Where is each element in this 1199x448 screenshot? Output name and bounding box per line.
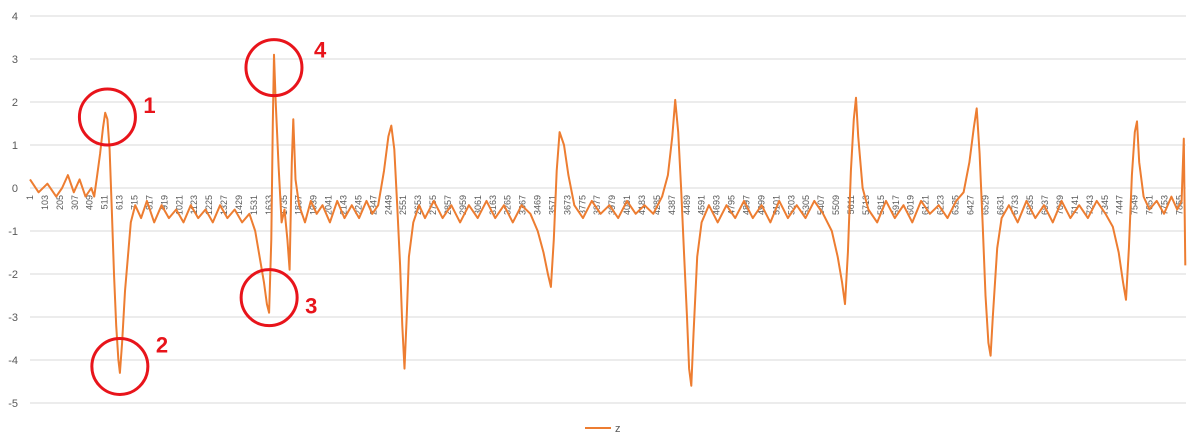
legend: z (585, 423, 621, 435)
x-tick-label: 6223 (936, 195, 946, 215)
x-tick-label: 2041 (324, 195, 334, 215)
x-tick-label: 4081 (622, 195, 632, 215)
x-tick-label: 1633 (264, 195, 274, 215)
x-tick-label: 6529 (980, 195, 990, 215)
x-tick-label: 1429 (234, 195, 244, 215)
x-tick-label: 5203 (786, 195, 796, 215)
annotations-layer: 1 2 3 4 (77, 38, 327, 396)
x-tick-label: 4591 (697, 195, 707, 215)
x-tick-label: 5713 (861, 195, 871, 215)
grid-lines (30, 15, 1186, 404)
y-axis-ticks: 4 3 2 1 0 -1 -2 -3 -4 -5 (8, 11, 18, 410)
x-tick-label: 4489 (682, 195, 692, 215)
annotation-circle (90, 336, 150, 396)
x-tick-label: 6733 (1010, 195, 1020, 215)
y-tick-label: -3 (8, 312, 18, 324)
x-tick-label: 919 (159, 195, 169, 210)
x-tick-label: 817 (144, 195, 154, 210)
x-tick-label: 7651 (1145, 195, 1155, 215)
x-tick-label: 4183 (637, 195, 647, 215)
x-tick-label: 1225 (204, 195, 214, 215)
y-tick-label: -4 (8, 355, 18, 367)
x-tick-label: 5305 (801, 195, 811, 215)
x-tick-label: 5509 (831, 195, 841, 215)
x-tick-label: 307 (70, 195, 80, 210)
x-tick-label: 3469 (533, 195, 543, 215)
x-tick-label: 4693 (712, 195, 722, 215)
x-tick-label: 2449 (383, 195, 393, 215)
x-tick-label: 3979 (607, 195, 617, 215)
annotation-circle (244, 38, 304, 98)
x-tick-label: 2347 (368, 195, 378, 215)
x-tick-label: 5611 (846, 195, 856, 214)
x-tick-label: 205 (55, 195, 65, 210)
legend-label: z (615, 423, 621, 435)
x-tick-label: 1735 (279, 195, 289, 215)
x-tick-label: 6631 (995, 195, 1005, 215)
x-tick-label: 2755 (428, 195, 438, 215)
y-tick-label: 4 (12, 11, 18, 23)
y-tick-label: 1 (12, 140, 18, 152)
x-tick-label: 6937 (1040, 195, 1050, 215)
x-tick-label: 511 (100, 195, 110, 209)
annotation-label: 2 (156, 332, 168, 357)
x-tick-label: 2551 (398, 195, 408, 215)
x-tick-label: 7243 (1085, 195, 1095, 215)
x-tick-label: 6835 (1025, 195, 1035, 215)
x-tick-label: 5407 (816, 195, 826, 215)
x-tick-label: 2245 (353, 195, 363, 215)
annotation-label: 3 (305, 294, 317, 319)
x-tick-label: 715 (129, 195, 139, 210)
x-tick-label: 6019 (906, 195, 916, 215)
x-tick-label: 7447 (1115, 195, 1125, 215)
x-tick-label: 5815 (876, 195, 886, 215)
annotation-label: 4 (314, 38, 327, 63)
x-tick-label: 7345 (1100, 195, 1110, 215)
x-tick-label: 7549 (1130, 195, 1140, 215)
x-tick-label: 7753 (1159, 195, 1169, 215)
x-tick-label: 3877 (592, 195, 602, 215)
x-tick-label: 3265 (503, 195, 513, 215)
x-tick-label: 409 (85, 195, 95, 210)
x-tick-label: 1 (25, 195, 35, 200)
x-tick-label: 2857 (443, 195, 453, 215)
y-tick-label: -1 (8, 226, 18, 238)
y-tick-label: 3 (12, 54, 18, 66)
x-tick-label: 7141 (1070, 195, 1080, 215)
x-tick-label: 6427 (965, 195, 975, 215)
y-tick-label: 2 (12, 97, 18, 109)
series-line-z (29, 53, 1187, 387)
y-tick-label: -2 (8, 269, 18, 281)
x-tick-label: 103 (40, 195, 50, 210)
annotation-circle (239, 268, 299, 328)
annotation-circle (77, 87, 137, 147)
series-layer (29, 53, 1187, 387)
x-tick-label: 3775 (577, 195, 587, 215)
x-tick-label: 3061 (473, 195, 483, 215)
x-tick-label: 6325 (951, 195, 961, 215)
x-tick-label: 5101 (771, 195, 781, 215)
annotation-label: 1 (143, 93, 155, 118)
x-tick-label: 4795 (727, 195, 737, 215)
x-tick-label: 3163 (488, 195, 498, 215)
x-tick-label: 5917 (891, 195, 901, 215)
x-tick-label: 3673 (562, 195, 572, 215)
y-tick-label: -5 (8, 398, 18, 410)
x-tick-label: 1021 (174, 195, 184, 215)
x-tick-label: 6121 (921, 195, 931, 215)
x-tick-label: 2143 (338, 195, 348, 215)
x-tick-label: 1123 (189, 195, 199, 214)
x-tick-label: 1327 (219, 195, 229, 215)
x-tick-label: 3571 (547, 195, 557, 215)
x-tick-label: 2959 (458, 195, 468, 215)
x-tick-label: 613 (115, 195, 125, 210)
y-tick-label: 0 (12, 183, 18, 195)
x-axis-ticks: 1 103 205 307 409 511 613 715 817 919 1021 1123 1225… (25, 195, 1184, 215)
x-tick-label: 1531 (249, 195, 259, 215)
x-tick-label: 4387 (667, 195, 677, 215)
